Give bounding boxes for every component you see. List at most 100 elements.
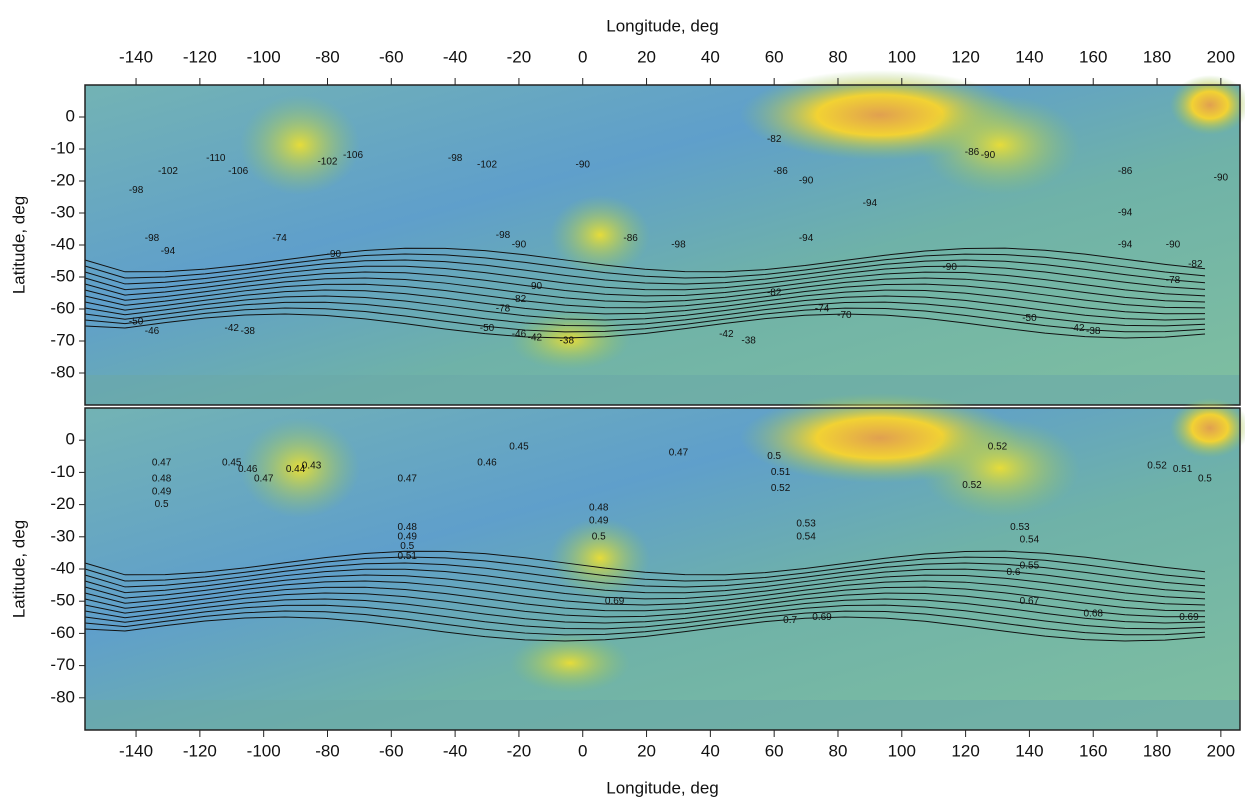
- contour-line: [84, 598, 1206, 624]
- field-blob: [510, 310, 630, 370]
- contour-label: 0.48: [398, 522, 418, 533]
- contour-label: -106: [228, 166, 248, 177]
- contour-label: 0.5: [400, 541, 414, 552]
- contour-label: -94: [863, 198, 878, 209]
- contour-label: -90: [576, 160, 591, 171]
- contour-label: -90: [528, 281, 543, 292]
- contour-line: [84, 586, 1206, 612]
- contour-label: -86: [773, 166, 788, 177]
- x-tick-label: 140: [1015, 47, 1043, 66]
- contour-label: 0.45: [509, 441, 529, 452]
- contour-label: 0.49: [589, 515, 609, 526]
- y-tick-label: -30: [50, 202, 75, 221]
- contour-label: -50: [1022, 313, 1037, 324]
- contour-label: 0.52: [771, 483, 791, 494]
- contour-label: -46: [145, 326, 160, 337]
- y-axis-label: Latitude, deg: [9, 196, 28, 294]
- contour-label: -102: [477, 160, 497, 171]
- contour-label: 0.51: [771, 467, 791, 478]
- contour-line: [84, 277, 1206, 303]
- contour-label: -90: [942, 262, 957, 273]
- contour-label: -82: [767, 134, 782, 145]
- contour-label: 0.49: [398, 531, 418, 542]
- contour-line: [84, 604, 1206, 630]
- contour-label: 0.5: [767, 451, 781, 462]
- x-tick-label: 140: [1015, 741, 1043, 760]
- contour-label: 0.47: [669, 448, 689, 459]
- contour-label: 0.47: [152, 457, 172, 468]
- field-blob: [920, 418, 1080, 518]
- x-tick-label: -60: [379, 47, 404, 66]
- x-tick-label: 120: [951, 47, 979, 66]
- contour-label: 0.5: [592, 531, 606, 542]
- field-blobs: [240, 70, 1245, 370]
- field-blob: [1170, 398, 1245, 458]
- x-axis-label: Longitude, deg: [606, 16, 719, 35]
- contour-label: 0.68: [1083, 609, 1103, 620]
- contour-label: 0.54: [1020, 535, 1040, 546]
- contour-label: 0.69: [812, 612, 832, 623]
- contour-line: [84, 259, 1206, 285]
- contour-line: [84, 283, 1206, 309]
- x-tick-label: -80: [315, 47, 340, 66]
- x-tick-label: 20: [637, 47, 656, 66]
- field-blob: [240, 418, 360, 518]
- field-blob: [550, 195, 650, 275]
- contour-line: [84, 265, 1206, 291]
- contour-label: 0.48: [152, 473, 172, 484]
- contour-line: [84, 253, 1206, 279]
- field-blobs: [240, 393, 1245, 693]
- contour-label: 0.44: [286, 464, 306, 475]
- y-tick-label: -60: [50, 298, 75, 317]
- x-tick-label: -140: [119, 741, 153, 760]
- contour-line: [84, 568, 1206, 594]
- x-axis-label: Longitude, deg: [606, 778, 719, 797]
- x-tick-label: -140: [119, 47, 153, 66]
- field-blob: [510, 633, 630, 693]
- contour-label: -94: [799, 233, 814, 244]
- contour-label: -86: [623, 233, 638, 244]
- contour-label: -102: [317, 156, 337, 167]
- x-tick-label: 0: [578, 741, 587, 760]
- contour-label: -42: [528, 332, 543, 343]
- contour-line: [84, 610, 1206, 636]
- y-tick-label: -80: [50, 687, 75, 706]
- contour-line: [84, 271, 1206, 297]
- y-tick-label: -50: [50, 591, 75, 610]
- x-tick-label: 180: [1143, 741, 1171, 760]
- x-tick-label: -40: [443, 47, 468, 66]
- contour-label: -42: [1070, 323, 1085, 334]
- contour-label: 0.52: [1147, 461, 1167, 472]
- contour-label: 0.69: [1179, 612, 1199, 623]
- x-tick-label: -120: [183, 741, 217, 760]
- contour-label: -90: [799, 176, 814, 187]
- contour-line: [84, 247, 1206, 273]
- field-blob: [240, 95, 360, 195]
- contour-label: -98: [496, 230, 511, 241]
- x-tick-label: -100: [247, 741, 281, 760]
- y-tick-label: 0: [66, 106, 75, 125]
- contour-line: [84, 616, 1206, 642]
- contour-label: 0.46: [238, 464, 258, 475]
- contour-line: [84, 301, 1206, 327]
- x-tick-label: 20: [637, 741, 656, 760]
- contour-line: [84, 562, 1206, 588]
- contour-label: 0.43: [302, 461, 322, 472]
- contour-line: [84, 556, 1206, 582]
- contour-label: 0.48: [589, 502, 609, 513]
- contour-label: 0.6: [1007, 567, 1021, 578]
- y-tick-label: -10: [50, 138, 75, 157]
- polar-band: [85, 375, 1240, 405]
- x-tick-label: -120: [183, 47, 217, 66]
- x-tick-label: 40: [701, 47, 720, 66]
- contour-label: -90: [327, 249, 342, 260]
- x-tick-label: 160: [1079, 47, 1107, 66]
- contour-label: -50: [129, 316, 144, 327]
- contour-label: 0.51: [1173, 464, 1193, 475]
- x-tick-label: -80: [315, 741, 340, 760]
- contour-label: -78: [496, 304, 511, 315]
- contour-label: -38: [741, 336, 756, 347]
- contour-label: 0.47: [254, 473, 274, 484]
- contour-label: 0.67: [1020, 596, 1040, 607]
